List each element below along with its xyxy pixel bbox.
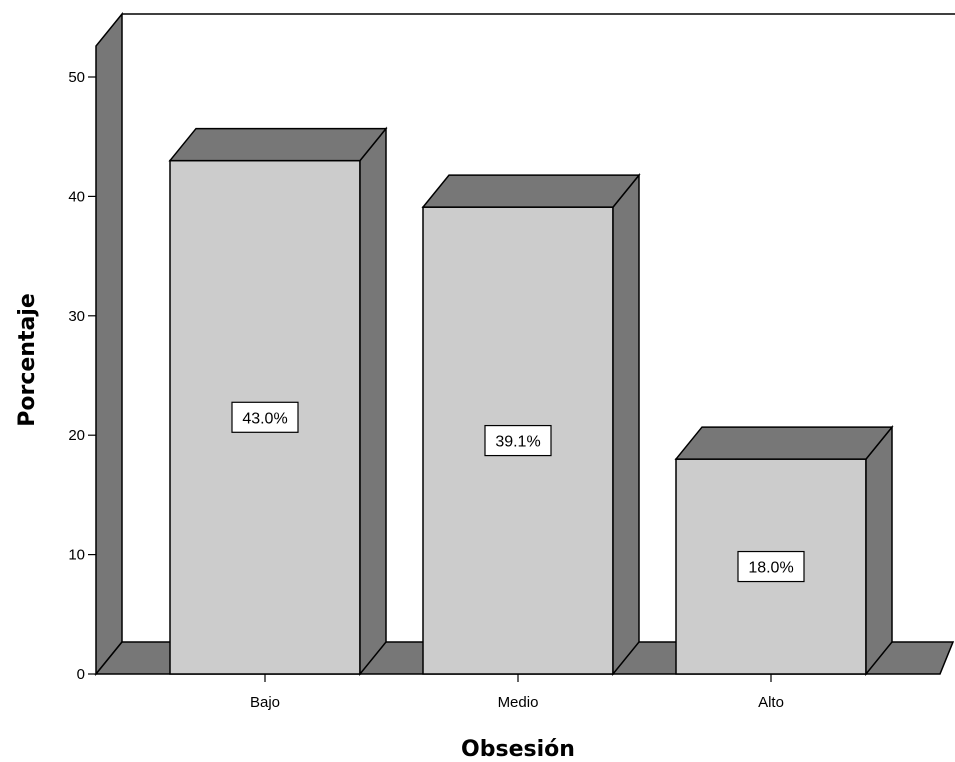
bar-side [865, 424, 893, 677]
bar-top [674, 426, 894, 460]
y-tick-label: 50 [68, 69, 85, 86]
bar-side [359, 126, 387, 677]
y-axis: 0 10 20 30 40 50 [68, 69, 96, 683]
bar-top [421, 174, 641, 208]
bar-top [168, 127, 388, 162]
bar-alto: 18.0% [674, 424, 894, 677]
y-axis-title: Porcentaje [15, 293, 40, 427]
y-tick-label: 20 [68, 427, 85, 444]
data-label-box [737, 550, 805, 583]
x-tick-label: Medio [498, 694, 539, 711]
data-label-box [231, 401, 299, 433]
data-label-box [484, 424, 552, 457]
x-axis-title: Obsesión [461, 737, 575, 762]
bar-bajo: 43.0% [168, 126, 388, 677]
y-tick-label: 0 [77, 666, 85, 683]
x-tick-label: Bajo [250, 694, 280, 711]
y-tick-label: 40 [68, 188, 85, 205]
data-label: 18.0% [748, 560, 793, 577]
x-axis: Bajo Medio Alto [250, 674, 784, 711]
data-label: 39.1% [495, 434, 540, 451]
y-tick-label: 10 [68, 547, 85, 564]
left-wall [95, 11, 123, 677]
bar-side [612, 173, 640, 677]
bar-medio: 39.1% [421, 173, 641, 677]
bars: 43.0% 39.1% 18.0% [168, 126, 894, 677]
data-label: 43.0% [242, 410, 287, 427]
x-tick-label: Alto [758, 694, 784, 711]
y-tick-label: 30 [68, 308, 85, 325]
